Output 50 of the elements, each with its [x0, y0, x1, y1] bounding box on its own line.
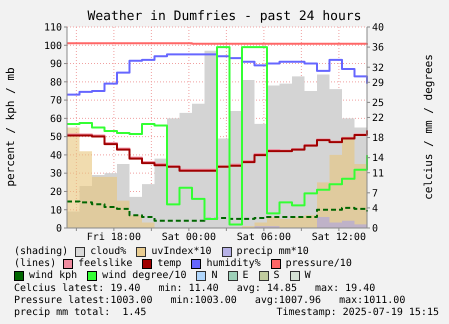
y2-tick-label: 22 — [372, 113, 384, 124]
text: (lines) — [14, 258, 56, 270]
y-tick-label: 10 — [50, 205, 62, 216]
y2-tick-label: 7 — [372, 188, 378, 200]
text: Celcius latest: 19.40 min: 11.40 avg: 14.85 max: 19.40 — [14, 283, 376, 295]
y2-tick-label: 18 — [372, 133, 384, 144]
y2-tick-label: 36 — [372, 42, 384, 54]
y-tick-label: 60 — [50, 114, 62, 125]
y2-axis-title: celcius / mm / degrees — [422, 54, 435, 200]
y-tick-label: 110 — [44, 22, 62, 34]
x-tick-label: Fri 18:00 — [86, 232, 141, 244]
x-tick-label: Sat 12:00 — [312, 232, 366, 244]
y2-tick-label: 14 — [372, 153, 384, 164]
y-axis-title: percent / kph / mb — [4, 67, 17, 187]
legend-label: S — [272, 270, 280, 282]
y2-tick-label: 4 — [372, 203, 378, 214]
x-tick-label: Sat 00:00 — [162, 232, 216, 244]
y-tick-label: 70 — [50, 96, 62, 107]
legend-label: N — [210, 270, 218, 282]
chart-title: Weather in Dumfries - past 24 hours — [86, 9, 362, 24]
y-tick-label: 40 — [50, 150, 62, 162]
legend-label: wind degree/10 — [101, 270, 186, 282]
y2-tick-label: 32 — [372, 62, 384, 74]
y2-tick-label: 11 — [372, 168, 384, 180]
legend-label: temp — [156, 258, 182, 270]
y-tick-label: 30 — [50, 168, 62, 180]
legend-label: uvIndex*10 — [150, 246, 212, 258]
y2-tick-label: 25 — [372, 98, 384, 109]
y-tick-label: 80 — [50, 77, 62, 88]
y-tick-label: 100 — [44, 40, 62, 52]
y2-tick-label: 40 — [372, 22, 384, 34]
y2-tick-label: 29 — [372, 78, 384, 89]
y-tick-label: 50 — [50, 132, 62, 144]
text: Pressure latest:1003.00 min:1003.00 avg:1007.96 max:1011.00 — [14, 295, 406, 307]
y2-tick-label: 0 — [372, 224, 378, 235]
text: (shading) — [14, 246, 68, 258]
legend-label: wind kph — [28, 270, 78, 282]
y-tick-label: 20 — [50, 187, 62, 198]
x-tick-label: Sat 06:00 — [236, 232, 291, 244]
legend-label: pressure/10 — [284, 258, 352, 270]
legend-label: precip mm*10 — [236, 246, 309, 258]
legend-label: E — [242, 270, 249, 282]
text: precip mm total: 1.45 — [14, 307, 146, 319]
legend-label: humidity% — [205, 258, 261, 270]
y-tick-label: 0 — [56, 224, 62, 235]
text: Timestamp: 2025-07-19 15:15 — [276, 307, 439, 319]
legend-label: cloud% — [89, 246, 126, 258]
legend-label: W — [304, 270, 311, 282]
legend-label: feelslike — [77, 258, 132, 270]
y-tick-label: 90 — [50, 59, 62, 70]
